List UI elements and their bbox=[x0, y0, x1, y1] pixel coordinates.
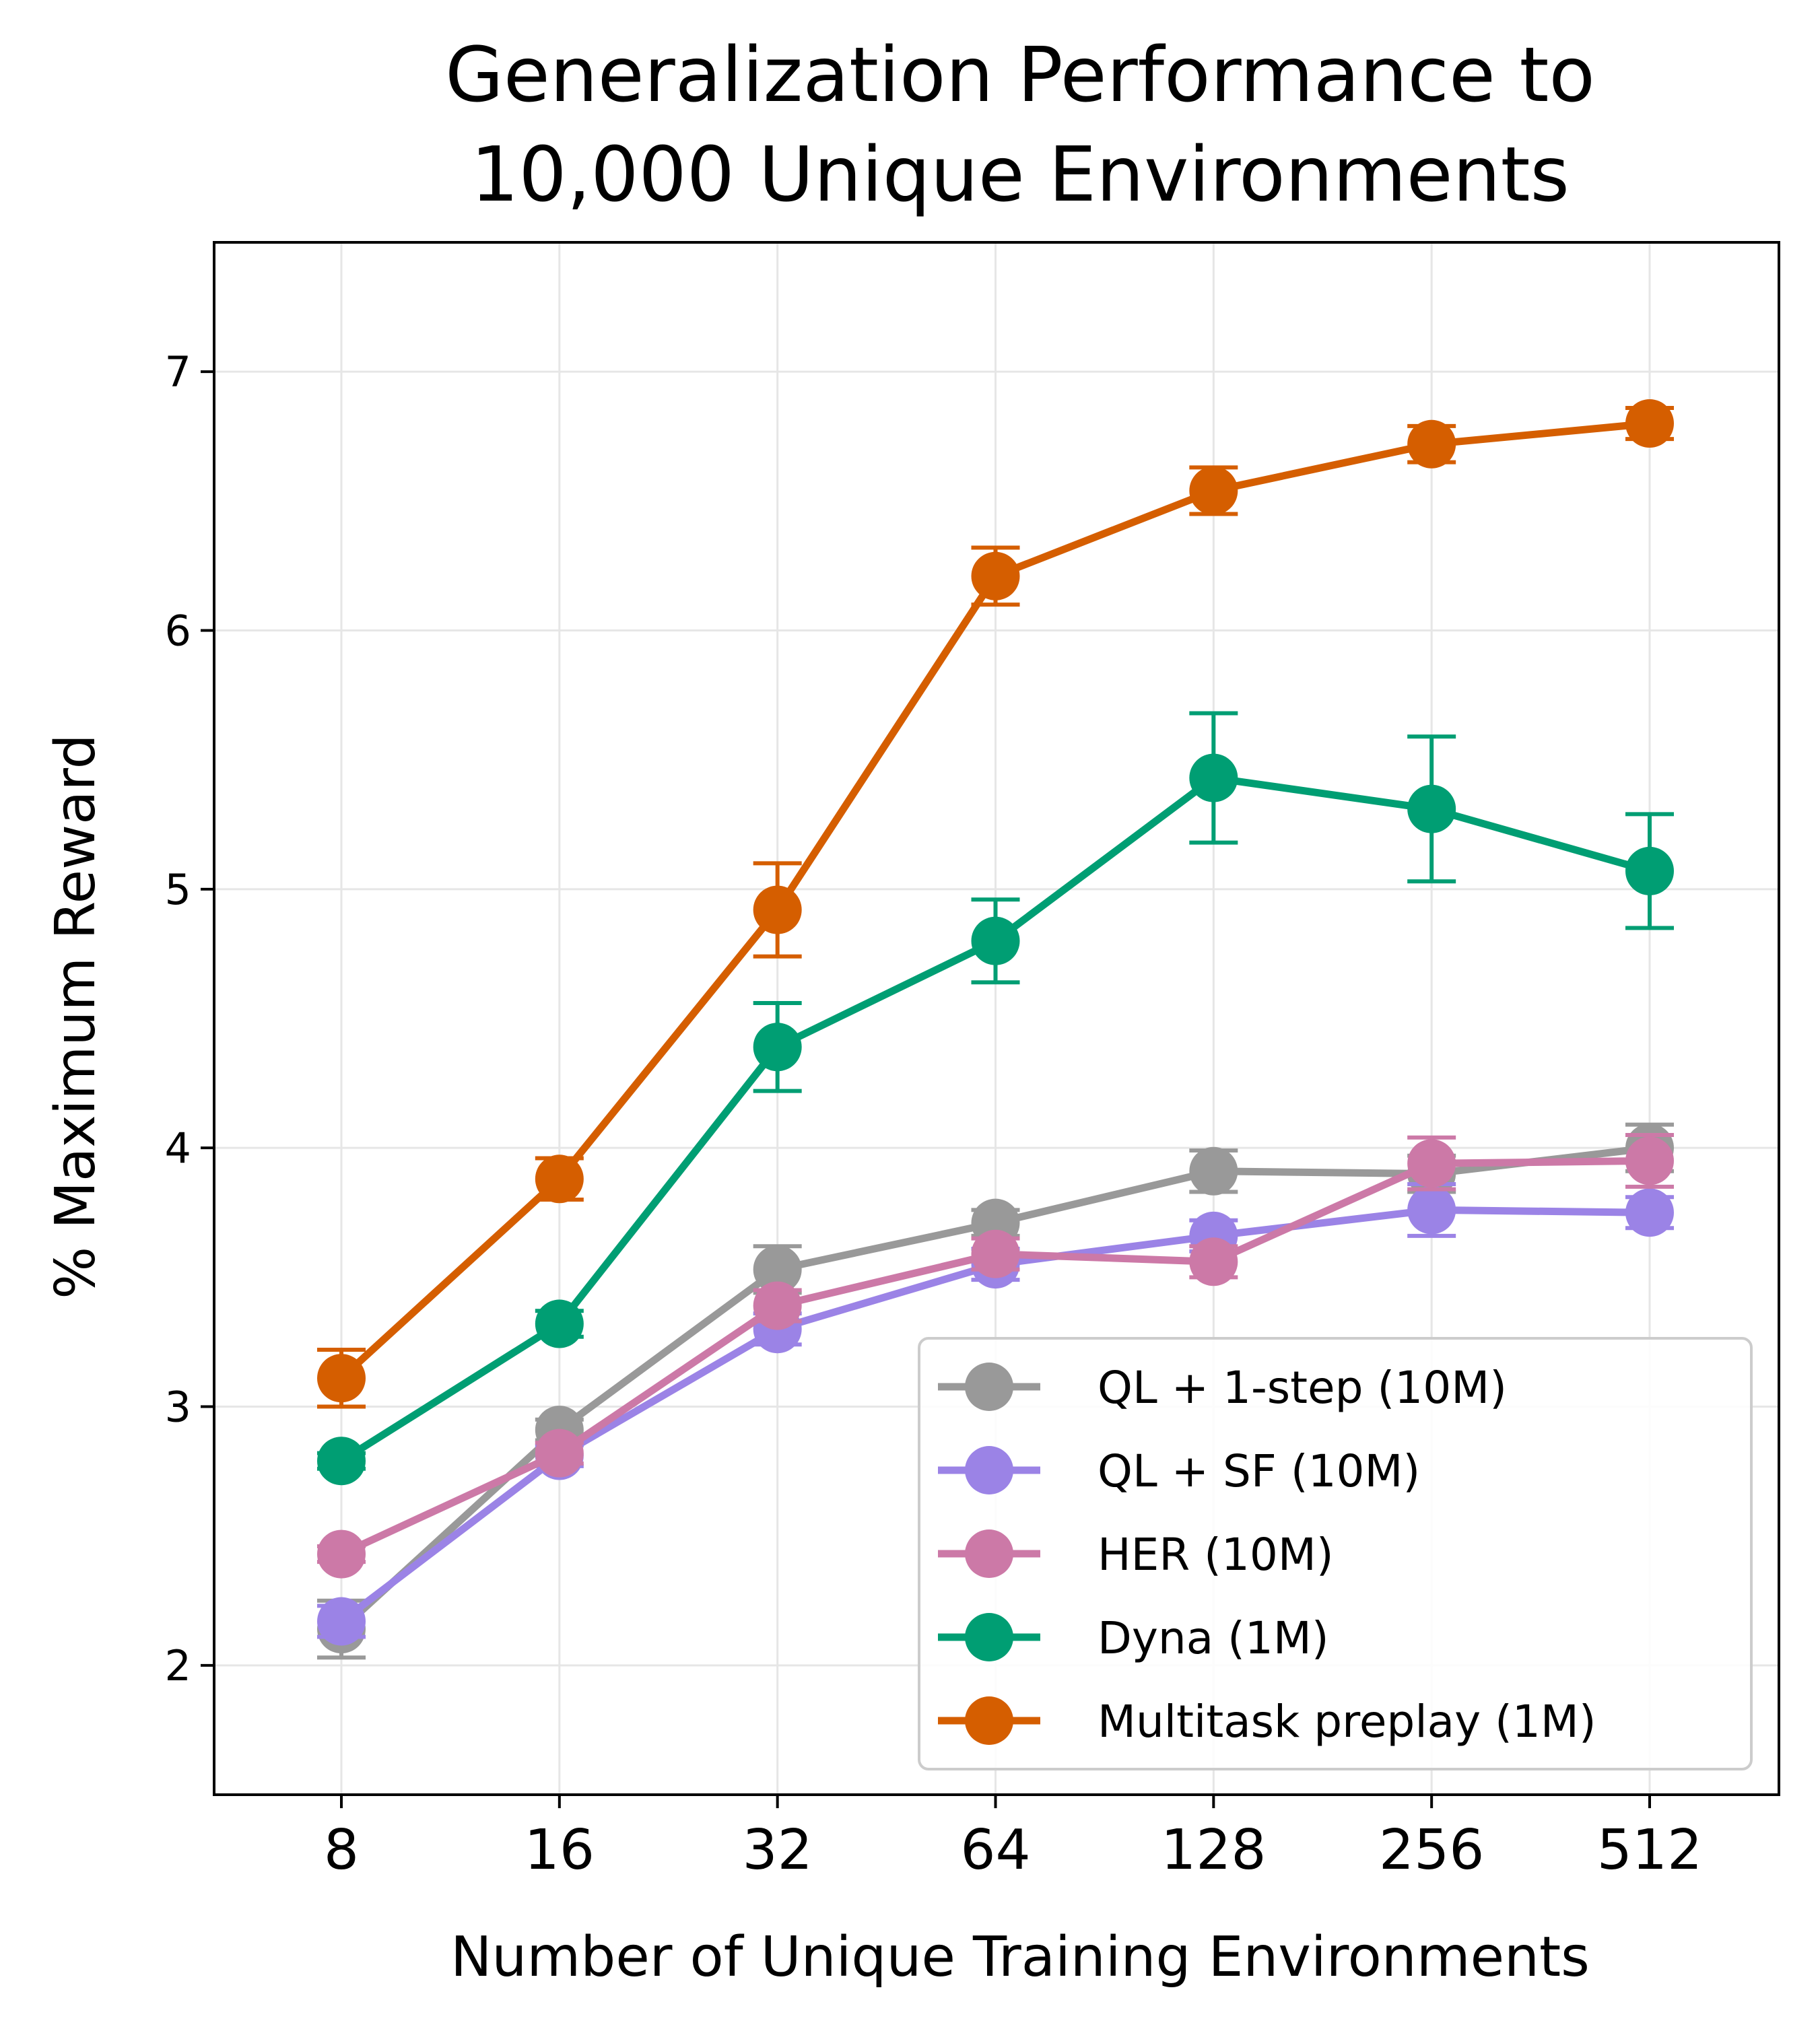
x-tick-label-16: 16 bbox=[525, 1818, 595, 1882]
series-3 bbox=[317, 711, 1674, 1486]
data-point-3-0 bbox=[317, 1437, 366, 1486]
legend-marker-2 bbox=[965, 1529, 1013, 1578]
data-point-1-0 bbox=[317, 1597, 366, 1646]
x-tick-label-256: 256 bbox=[1379, 1818, 1485, 1882]
ticks: 8 16 32 64 128 256 512 2 3 4 5 6 7 bbox=[165, 347, 1703, 1882]
y-tick-label-5: 5 bbox=[165, 865, 191, 914]
y-tick-label-7: 7 bbox=[165, 347, 191, 397]
x-tick-label-128: 128 bbox=[1161, 1818, 1267, 1882]
series-group bbox=[317, 399, 1674, 1660]
y-tick-label-3: 3 bbox=[165, 1383, 191, 1432]
data-point-3-5 bbox=[1407, 784, 1456, 833]
legend-marker-0 bbox=[965, 1363, 1013, 1411]
legend-marker-1 bbox=[965, 1446, 1013, 1494]
y-axis-label: % Maximum Reward bbox=[44, 734, 108, 1299]
data-point-0-4 bbox=[1189, 1146, 1238, 1196]
data-point-2-5 bbox=[1407, 1139, 1456, 1188]
legend: QL + 1-step (10M) QL + SF (10M) HER (10M) D… bbox=[918, 1337, 1753, 1770]
data-point-4-3 bbox=[971, 551, 1020, 600]
data-point-3-3 bbox=[971, 916, 1020, 965]
legend-label-4: Multitask preplay (1M) bbox=[1098, 1696, 1596, 1748]
chart-title-line-1: Generalization Performance to bbox=[445, 32, 1595, 119]
data-point-4-1 bbox=[535, 1155, 584, 1204]
data-point-3-2 bbox=[753, 1023, 802, 1072]
data-point-2-4 bbox=[1189, 1237, 1238, 1286]
legend-marker-3 bbox=[965, 1613, 1013, 1661]
legend-marker-4 bbox=[965, 1696, 1013, 1745]
legend-label-0: QL + 1-step (10M) bbox=[1098, 1362, 1507, 1414]
data-point-4-0 bbox=[317, 1354, 366, 1403]
data-point-4-2 bbox=[753, 885, 802, 934]
data-point-4-4 bbox=[1189, 466, 1238, 515]
data-point-3-4 bbox=[1189, 753, 1238, 802]
series-4 bbox=[317, 399, 1674, 1409]
data-point-2-2 bbox=[753, 1281, 802, 1330]
data-point-1-6 bbox=[1625, 1188, 1674, 1237]
y-tick-label-6: 6 bbox=[165, 607, 191, 656]
data-point-1-5 bbox=[1407, 1185, 1456, 1235]
legend-label-1: QL + SF (10M) bbox=[1098, 1445, 1420, 1497]
x-tick-label-512: 512 bbox=[1597, 1818, 1703, 1882]
data-point-2-0 bbox=[317, 1529, 366, 1579]
data-point-2-3 bbox=[971, 1229, 1020, 1278]
x-tick-label-32: 32 bbox=[742, 1818, 812, 1882]
y-tick-label-4: 4 bbox=[165, 1124, 191, 1173]
data-point-2-6 bbox=[1625, 1136, 1674, 1185]
data-point-2-1 bbox=[535, 1428, 584, 1478]
data-point-3-1 bbox=[535, 1299, 584, 1348]
series-2 bbox=[317, 1132, 1674, 1579]
y-tick-label-2: 2 bbox=[165, 1641, 191, 1690]
chart-title-line-2: 10,000 Unique Environments bbox=[471, 131, 1570, 219]
data-point-0-2 bbox=[753, 1245, 802, 1294]
data-point-4-6 bbox=[1625, 399, 1674, 448]
x-tick-label-64: 64 bbox=[960, 1818, 1030, 1882]
legend-label-3: Dyna (1M) bbox=[1098, 1612, 1329, 1664]
legend-box bbox=[918, 1337, 1753, 1770]
data-point-4-5 bbox=[1407, 419, 1456, 469]
data-point-3-6 bbox=[1625, 846, 1674, 895]
x-tick-label-8: 8 bbox=[324, 1818, 359, 1882]
x-axis-label: Number of Unique Training Environments bbox=[450, 1925, 1590, 1989]
legend-label-2: HER (10M) bbox=[1098, 1529, 1334, 1581]
